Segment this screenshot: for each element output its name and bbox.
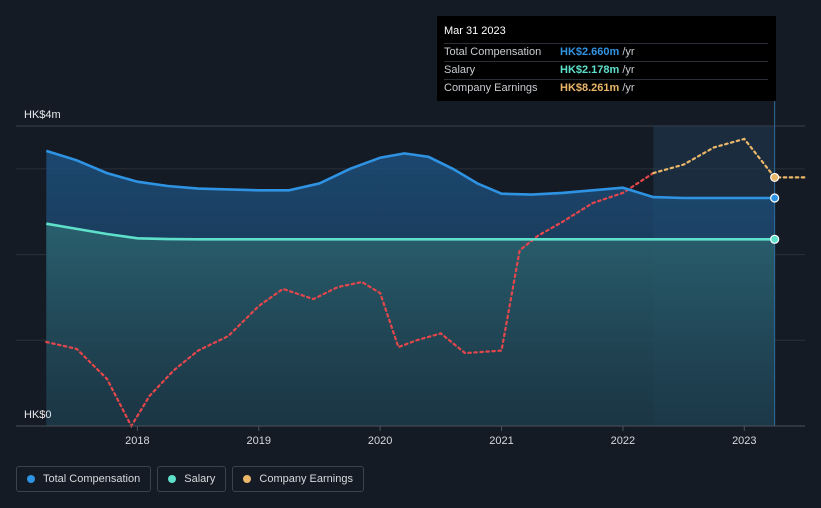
x-tick-label: 2020: [368, 435, 392, 447]
x-tick-label: 2019: [247, 435, 271, 447]
tooltip-value: HK$2.178m: [560, 64, 620, 76]
endpoint-dot: [770, 234, 780, 244]
y-axis-label-bottom: HK$0: [24, 409, 52, 421]
series-lines: [45, 137, 807, 429]
legend-dot-icon: [27, 475, 35, 483]
legend-item-salary[interactable]: Salary: [157, 466, 227, 492]
tooltip: Mar 31 2023 Total Compensation HK$2.660m…: [437, 16, 776, 101]
chart-canvas: HK$4m HK$0 2018 2019 2020 2021 2022 2023: [16, 100, 807, 447]
legend-item-company-earnings[interactable]: Company Earnings: [232, 466, 364, 492]
legend-label: Total Compensation: [43, 473, 141, 485]
company-earnings-latest-line: [652, 137, 807, 179]
tooltip-row-total-compensation: Total Compensation HK$2.660m /yr: [444, 44, 768, 62]
tooltip-unit: /yr: [622, 82, 635, 94]
endpoints: [770, 172, 780, 244]
tooltip-label: Total Compensation: [444, 46, 542, 58]
tooltip-label: Salary: [444, 64, 476, 76]
salary-line: [46, 222, 775, 241]
legend-item-total-compensation[interactable]: Total Compensation: [16, 466, 152, 492]
x-tick-label: 2023: [732, 435, 756, 447]
tooltip-row-company-earnings: Company Earnings HK$8.261m /yr: [444, 80, 768, 97]
salary-area: [46, 223, 775, 426]
tooltip-label: Company Earnings: [444, 82, 538, 94]
tooltip-value: HK$2.660m: [560, 46, 620, 58]
areas: [46, 150, 775, 426]
company-earnings-line: [45, 172, 655, 429]
legend-dot-icon: [168, 475, 177, 483]
tooltip-unit: /yr: [622, 64, 635, 76]
total-compensation-line: [45, 149, 775, 200]
legend-label: Salary: [184, 473, 216, 485]
legend: Total Compensation Salary Company Earnin…: [16, 466, 364, 492]
endpoint-dot: [770, 193, 780, 203]
tooltip-unit: /yr: [622, 46, 635, 58]
legend-dot-icon: [243, 475, 252, 483]
tooltip-value: HK$8.261m: [560, 82, 620, 94]
x-tick-label: 2018: [125, 435, 149, 447]
y-axis-label-top: HK$4m: [24, 109, 61, 121]
endpoint-dot: [770, 172, 780, 183]
legend-label: Company Earnings: [259, 473, 353, 485]
tooltip-row-salary: Salary HK$2.178m /yr: [444, 62, 768, 80]
tooltip-date: Mar 31 2023: [444, 23, 768, 44]
x-tick-label: 2021: [489, 435, 513, 447]
x-tick-label: 2022: [611, 435, 635, 447]
axes: HK$4m HK$0 2018 2019 2020 2021 2022 2023: [16, 109, 805, 447]
